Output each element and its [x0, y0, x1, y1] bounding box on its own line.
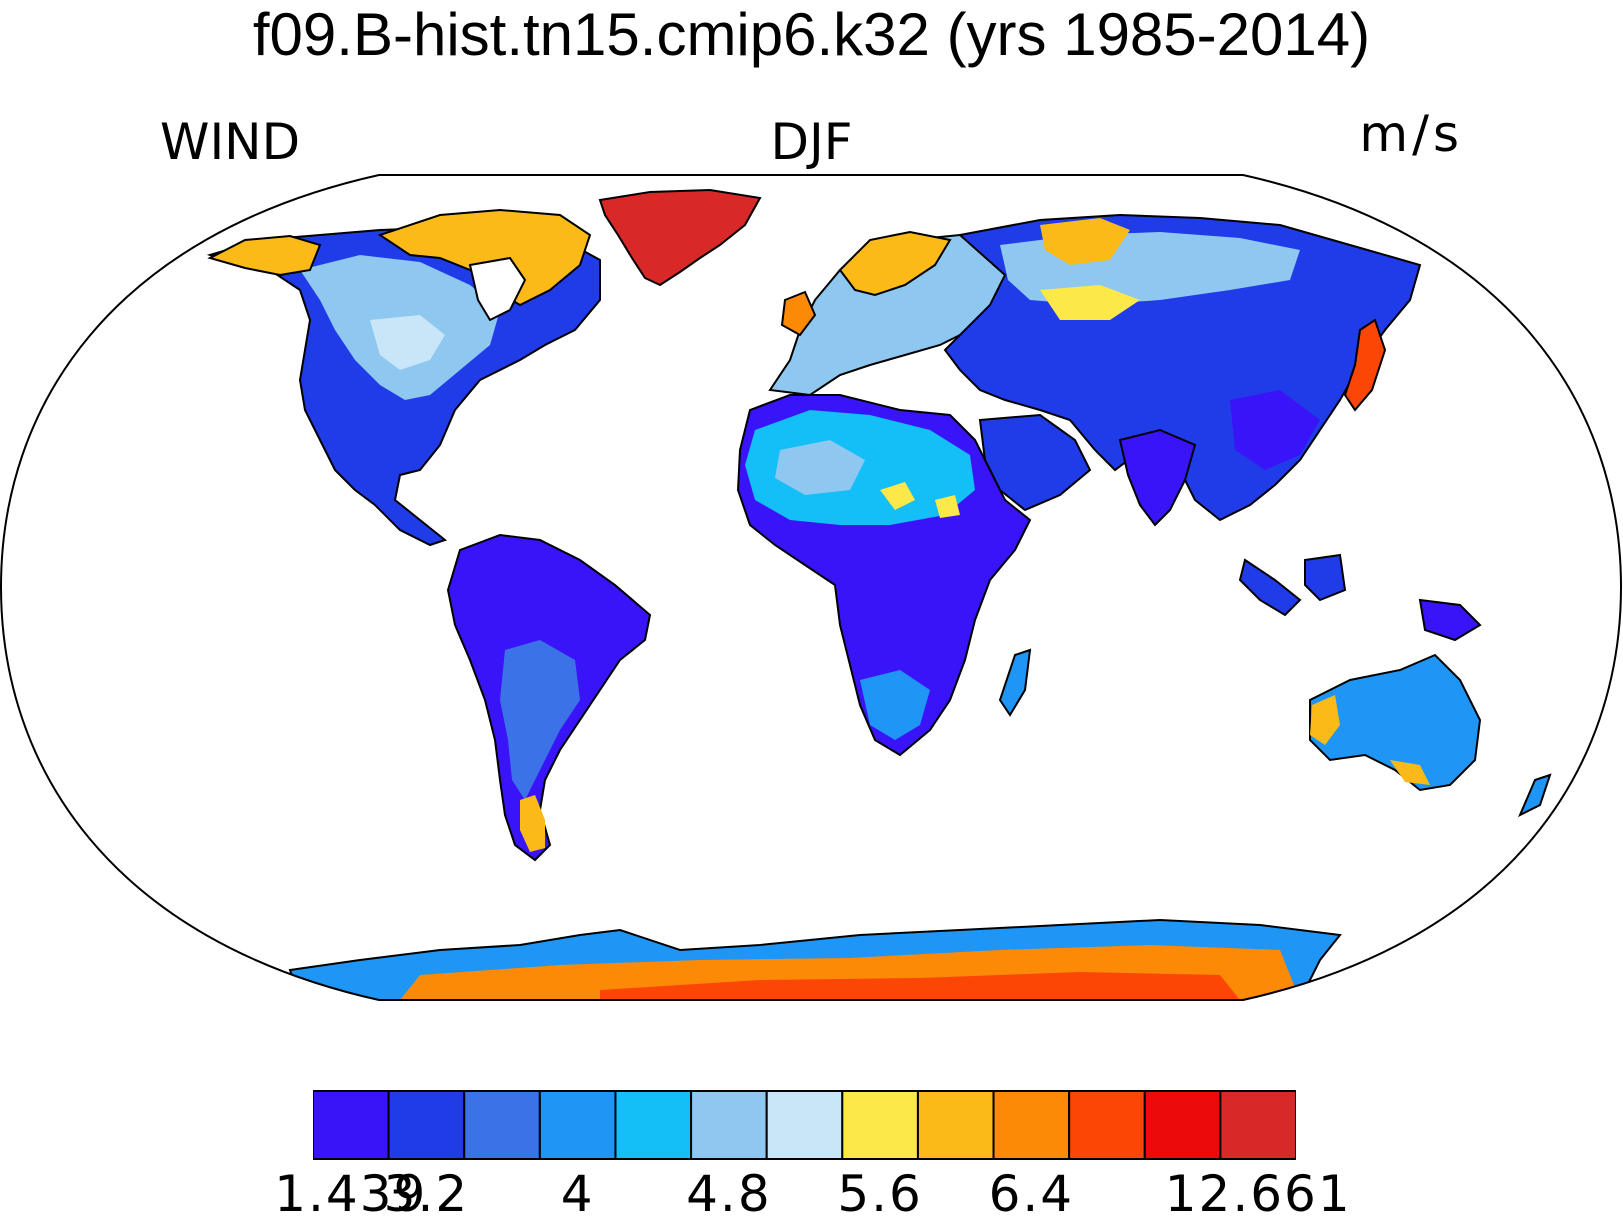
- australia: [1309, 653, 1482, 792]
- australia-coast-windy: [1310, 695, 1430, 785]
- colorbar: [313, 1090, 1296, 1160]
- india: [1118, 428, 1197, 527]
- colorbar-tick-label: 1.439: [274, 1165, 428, 1223]
- colorbar-tick-label: 4: [560, 1165, 595, 1223]
- colorbar-tick-label: 5.6: [837, 1165, 923, 1223]
- plot-title: f09.B-hist.tn15.cmip6.k32 (yrs 1985-2014…: [252, 1, 1371, 68]
- southern-africa: [860, 670, 930, 740]
- colorbar-swatch: [916, 1090, 995, 1160]
- japan: [1343, 318, 1387, 412]
- indonesia: [1238, 553, 1347, 617]
- colorbar-swatch: [387, 1090, 466, 1160]
- colorbar-tick-label: 12.661: [1164, 1165, 1352, 1223]
- colorbar-swatch: [463, 1090, 541, 1160]
- colorbar-swatch: [1219, 1090, 1296, 1160]
- map-boundary: [0, 174, 1623, 1001]
- colorbar-swatch: [313, 1090, 390, 1160]
- british-isles: [780, 290, 817, 337]
- colorbar-swatch: [841, 1090, 919, 1160]
- antarctica-core: [600, 972, 1240, 1000]
- season-label: DJF: [770, 113, 853, 171]
- colorbar-tick-label: 6.4: [988, 1165, 1075, 1223]
- canada-arctic: [377, 208, 592, 307]
- map-field: [206, 188, 1552, 1000]
- colorbar-swatch: [765, 1090, 844, 1160]
- units-label: m/s: [1359, 105, 1463, 163]
- siberia-windy: [1040, 285, 1140, 320]
- variable-label: WIND: [160, 113, 301, 171]
- colorbar-swatch: [1143, 1090, 1222, 1160]
- alaska: [207, 234, 322, 277]
- colorbar-swatch: [538, 1090, 617, 1160]
- colorbar-swatch: [1068, 1090, 1146, 1160]
- colorbar-swatch: [614, 1090, 693, 1160]
- patagonia: [520, 795, 545, 852]
- hudson-bay: [468, 256, 527, 322]
- colorbar-swatch: [992, 1090, 1071, 1160]
- colorbar-swatch: [690, 1090, 768, 1160]
- madagascar: [998, 648, 1032, 717]
- new-guinea: [1418, 598, 1482, 642]
- sahara-pale: [775, 440, 865, 495]
- greenland: [598, 188, 762, 287]
- south-america-andes: [500, 640, 580, 800]
- arctic-russia: [1040, 218, 1130, 265]
- colorbar-tick-label: 4.8: [686, 1165, 772, 1223]
- scandinavia: [838, 230, 952, 297]
- east-asia: [1230, 390, 1320, 470]
- north-america-plains: [370, 315, 445, 370]
- colorbar-tick-label: 3.2: [383, 1165, 470, 1223]
- new-zealand: [1518, 773, 1552, 818]
- sahel-windy: [880, 482, 960, 518]
